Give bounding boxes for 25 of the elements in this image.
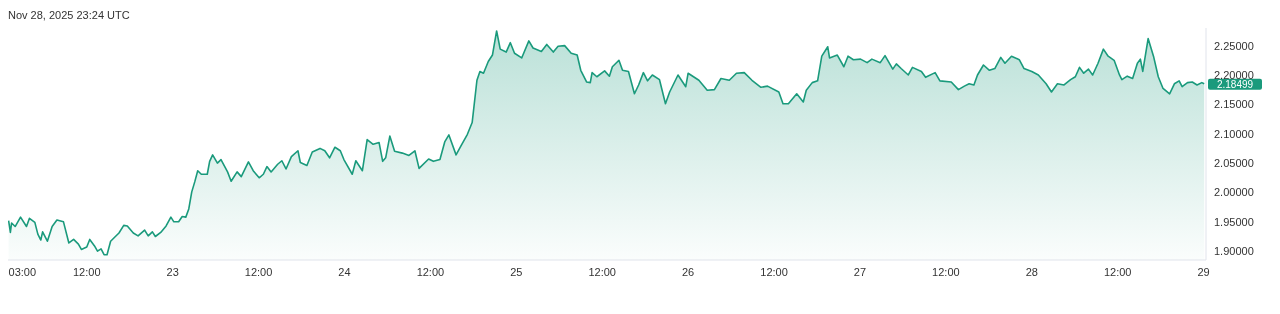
- y-tick-label: 2.15000: [1214, 98, 1254, 111]
- x-tick-label: 12:00: [760, 265, 788, 278]
- x-tick-label: 28: [1025, 265, 1038, 278]
- x-tick-label: 26: [682, 265, 695, 278]
- y-tick-label: 2.10000: [1214, 127, 1254, 140]
- y-tick-label: 2.05000: [1214, 156, 1254, 169]
- y-tick-label: 2.25000: [1214, 39, 1254, 52]
- y-tick-label: 2.20000: [1214, 68, 1254, 81]
- x-tick-label: 27: [853, 265, 867, 278]
- x-tick-label: 12:00: [1103, 265, 1132, 278]
- annotation: 2.18499: [1216, 78, 1254, 90]
- x-tick-label: 03:00: [8, 265, 37, 278]
- text: Nov 28, 2025 23:24 UTC: [8, 9, 130, 21]
- x-tick-label: 12:00: [416, 265, 445, 278]
- x-tick-label: 25: [510, 265, 523, 278]
- x-tick-label: 12:00: [588, 265, 616, 278]
- x-tick-label: 12:00: [244, 265, 273, 278]
- x-tick-label: 29: [1197, 265, 1210, 278]
- x-tick-label: 23: [166, 265, 179, 278]
- y-tick-label: 1.90000: [1214, 245, 1254, 258]
- x-tick-label: 12:00: [72, 265, 101, 278]
- y-tick-label: 2.00000: [1214, 186, 1254, 199]
- y-tick-label: 1.95000: [1214, 215, 1254, 228]
- x-tick-label: 24: [338, 265, 351, 278]
- x-tick-label: 12:00: [932, 265, 960, 278]
